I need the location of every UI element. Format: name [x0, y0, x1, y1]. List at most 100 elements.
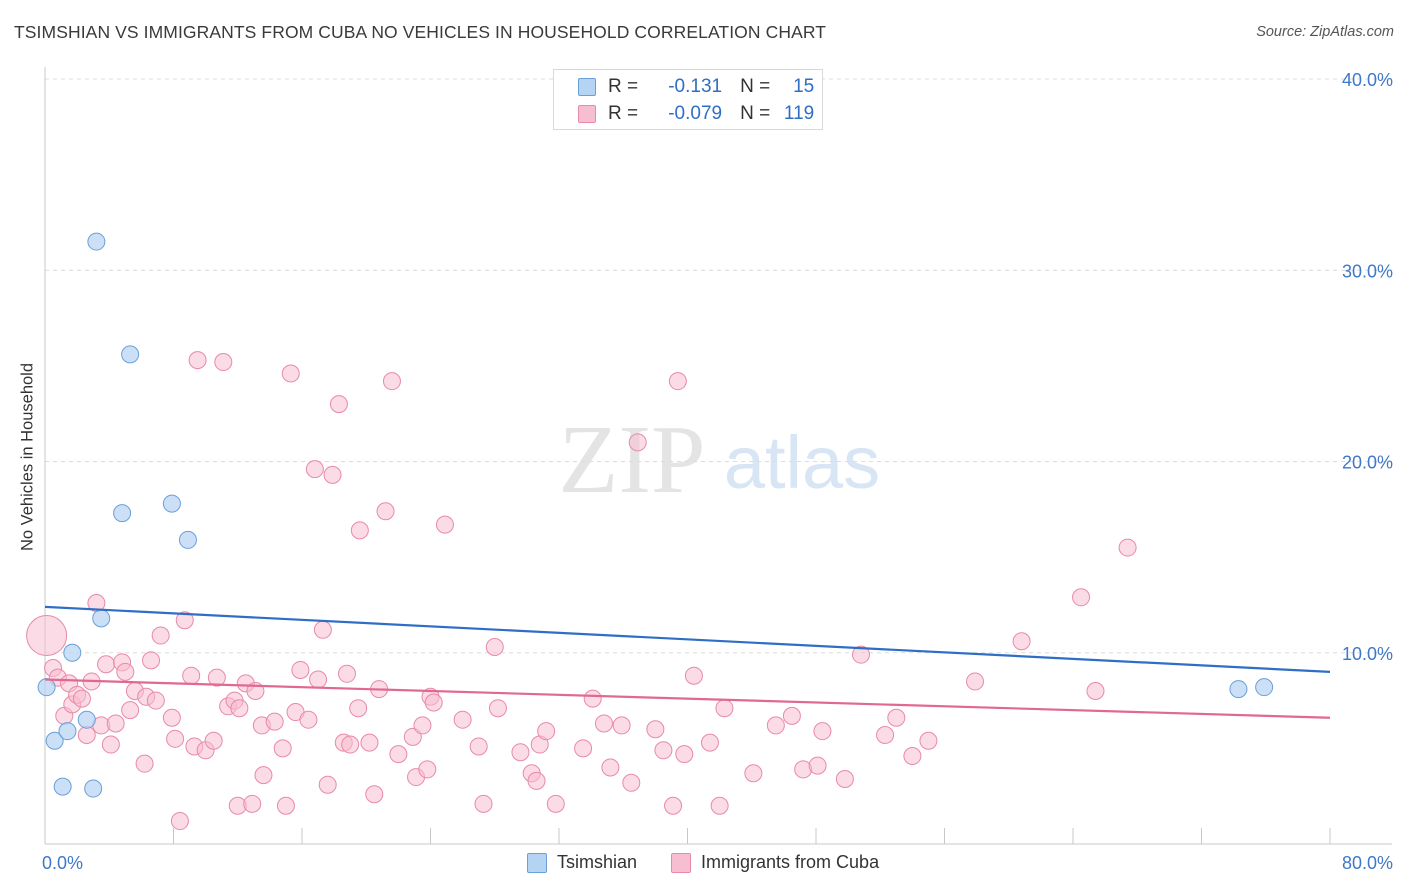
cuba-point [424, 693, 443, 712]
cuba-point [511, 743, 530, 762]
cuba-point [435, 515, 454, 534]
cuba-point [601, 758, 620, 777]
cuba-point [360, 733, 379, 752]
cuba-r-value: -0.079 [668, 103, 723, 124]
cuba-point [389, 745, 408, 764]
cuba-n-value: 119 [783, 103, 815, 124]
cuba-point [453, 710, 472, 729]
cuba-point [537, 722, 556, 741]
cuba-trend-line [44, 678, 1331, 719]
cuba-point [142, 651, 161, 670]
cuba-point [116, 662, 135, 681]
cuba-point [527, 771, 546, 790]
y-tick-label: 20.0% [1342, 453, 1393, 473]
cuba-point [281, 364, 300, 383]
cuba-point [668, 372, 687, 391]
cuba-point [72, 689, 91, 708]
tsimshian-swatch [578, 78, 596, 96]
tsimshian-points [37, 232, 1274, 798]
tsimshian-point [45, 731, 64, 750]
tsimshian-point [1255, 678, 1274, 697]
cuba-point [204, 731, 223, 750]
y-tick-labels: 10.0% 20.0% 30.0% 40.0% 0.0% 80.0% [42, 70, 1393, 873]
tsimshian-point [37, 678, 56, 697]
cuba-point [365, 785, 384, 804]
cuba-point [664, 796, 683, 815]
cuba-point [583, 689, 602, 708]
r-label: R = [608, 103, 639, 124]
legend-item-cuba: Immigrants from Cuba [671, 852, 879, 873]
tsimshian-point [1229, 680, 1248, 699]
cuba-point [675, 745, 694, 764]
series-legend: Tsimshian Immigrants from Cuba [527, 852, 913, 873]
cuba-legend-label: Immigrants from Cuba [701, 852, 880, 872]
chart-title: TSIMSHIAN VS IMMIGRANTS FROM CUBA NO VEH… [14, 22, 827, 42]
cuba-point [214, 353, 233, 372]
cuba-point [273, 739, 292, 758]
cuba-point [318, 775, 337, 794]
cuba-point [309, 670, 328, 689]
cuba-point [628, 433, 647, 452]
cuba-point [469, 737, 488, 756]
source-label: Source: ZipAtlas.com [1256, 24, 1394, 40]
trend-lines [44, 605, 1331, 719]
tsimshian-point [162, 494, 181, 513]
cuba-point [254, 766, 273, 785]
cuba-point [135, 754, 154, 773]
tsimshian-point [87, 232, 106, 251]
cuba-point [622, 773, 641, 792]
cuba-point [376, 502, 395, 521]
cuba-legend-swatch [671, 852, 692, 873]
cuba-point [97, 655, 116, 674]
tsimshian-point [84, 779, 103, 798]
cuba-point [265, 712, 284, 731]
cuba-point [77, 725, 96, 744]
x-tick-label-min: 0.0% [42, 853, 83, 873]
cuba-point [175, 611, 194, 630]
cuba-point [121, 701, 140, 720]
cuba-point [299, 710, 318, 729]
y-tick-label: 10.0% [1342, 644, 1393, 664]
cuba-point [887, 708, 906, 727]
legend-row-tsimshian: R = -0.131 N = 15 [578, 76, 814, 98]
cuba-point [710, 796, 729, 815]
grid [45, 78, 1392, 654]
tsimshian-point [58, 722, 77, 741]
cuba-point [243, 794, 262, 813]
cuba-point [101, 735, 120, 754]
tsimshian-point [77, 710, 96, 729]
cuba-point [646, 720, 665, 739]
stats-legend: R = -0.131 N = 15 R = -0.079 N = 119 [553, 69, 823, 130]
cuba-point [418, 760, 437, 779]
cuba-point [1012, 632, 1031, 651]
r-label: R = [608, 76, 639, 97]
cuba-point [329, 395, 348, 414]
cuba-point [574, 739, 593, 758]
tsimshian-legend-swatch [527, 852, 547, 873]
x-tick-label-max: 80.0% [1342, 853, 1393, 873]
cuba-point [341, 735, 360, 754]
cuba-point [182, 666, 201, 685]
tsimshian-point [121, 345, 140, 364]
cuba-point [744, 764, 763, 783]
y-tick-label: 40.0% [1342, 70, 1393, 90]
cuba-point [313, 620, 332, 639]
tsimshian-point [92, 609, 111, 628]
cuba-point [291, 660, 310, 679]
axes [44, 67, 1392, 845]
cuba-point [594, 714, 613, 733]
cuba-point [151, 626, 170, 645]
n-label: N = [740, 103, 771, 124]
cuba-point [207, 668, 226, 687]
cuba-swatch [578, 105, 596, 123]
tsimshian-legend-label: Tsimshian [557, 852, 638, 872]
cuba-point [684, 666, 703, 685]
cuba-point [382, 372, 401, 391]
cuba-point [485, 638, 504, 657]
cuba-point [106, 714, 125, 733]
tsimshian-point [63, 643, 82, 662]
cuba-point [474, 794, 493, 813]
cuba-point [1086, 682, 1105, 700]
tsimshian-point [178, 530, 197, 549]
